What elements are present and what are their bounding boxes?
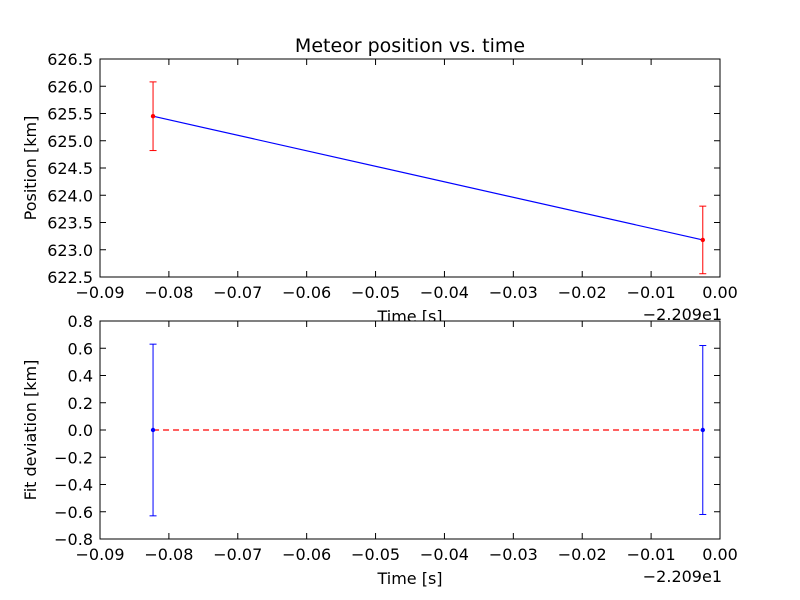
x-tick-label: −0.03 [489,545,538,564]
x-tick-label: −0.08 [144,545,193,564]
x-tick-label: −0.08 [144,283,193,302]
x-axis-label: Time [s] [376,569,442,588]
y-tick-label: 625.5 [47,105,93,124]
y-tick-label: −0.8 [54,530,93,549]
series-line-fit [152,115,703,241]
y-tick-label: 623.0 [47,241,93,260]
y-tick-label: −0.6 [54,503,93,522]
y-tick-label: 626.0 [47,77,93,96]
x-offset-label: −2.209e1 [643,567,722,586]
y-tick-label: 623.5 [47,214,93,233]
data-point [700,427,705,433]
x-tick-label: −0.01 [627,283,676,302]
x-tick-label: −0.06 [282,545,331,564]
x-tick-label: −0.06 [282,283,331,302]
x-tick-label: 0.00 [702,283,738,302]
y-tick-label: 624.5 [47,159,93,178]
x-tick-label: −0.07 [213,545,262,564]
data-point [700,237,705,243]
x-tick-label: −0.09 [75,283,124,302]
y-tick-label: 626.5 [47,50,93,69]
y-tick-label: 624.0 [47,186,93,205]
x-tick-label: −0.01 [627,545,676,564]
y-tick-label: 0.2 [68,394,93,413]
y-tick-label: 622.5 [47,268,93,287]
chart-panel-2: −0.09 −0.08 −0.07 −0.06 −0.05 −0.04 −0.03 −0.02… [21,312,738,588]
y-axis-label: Fit deviation [km] [21,360,40,501]
chart-title: Meteor position vs. time [295,35,525,57]
x-tick-label: −0.05 [351,283,400,302]
y-tick-label: 625.0 [47,132,93,151]
y-tick-label: −0.4 [54,476,93,495]
chart-panel-1: −0.09 −0.08 −0.07 −0.06 −0.05 −0.04 −0.03 −0.02… [21,35,738,326]
x-tick-label: −0.02 [558,283,607,302]
y-tick-label: 0.4 [68,367,93,386]
x-tick-label: −0.02 [558,545,607,564]
data-point [150,114,156,119]
x-offset-label: −2.209e1 [643,305,722,324]
x-tick-label: −0.05 [351,545,400,564]
x-tick-label: −0.03 [489,283,538,302]
y-tick-label: −0.2 [54,448,93,467]
data-point [150,427,156,433]
y-axis-label: Position [km] [21,116,40,221]
x-tick-label: −0.09 [75,545,124,564]
x-tick-label: −0.07 [213,283,262,302]
x-tick-label: −0.04 [420,545,469,564]
y-tick-label: 0.8 [68,312,93,331]
x-tick-label: 0.00 [702,545,738,564]
x-tick-label: −0.04 [420,283,469,302]
y-tick-label: 0.6 [68,339,93,358]
plot-frame [99,58,721,278]
y-tick-label: 0.0 [68,421,93,440]
